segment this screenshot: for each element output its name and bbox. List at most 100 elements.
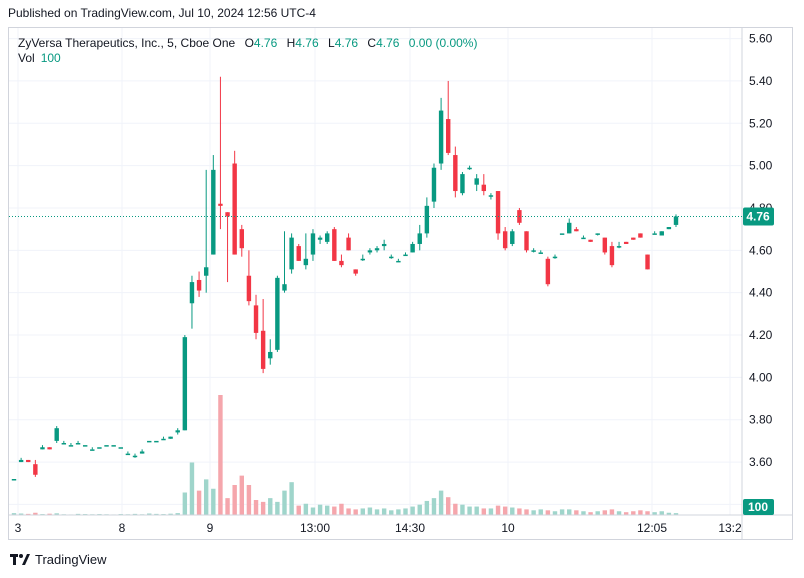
y-tick-label: 4.40	[749, 286, 773, 300]
last-volume-badge	[743, 499, 774, 515]
candle	[623, 241, 629, 244]
volume-bar	[203, 479, 209, 515]
volume-bar	[381, 508, 387, 515]
candle-body	[47, 447, 52, 450]
candle	[531, 248, 536, 253]
candle	[253, 294, 259, 340]
volume-bar	[403, 508, 408, 515]
candle-body	[339, 260, 344, 266]
volume-bar	[474, 506, 479, 515]
candle	[40, 445, 45, 450]
x-tick-label: 13:00	[300, 521, 330, 535]
x-tick-label: 13:2	[718, 521, 742, 535]
candle	[552, 254, 558, 259]
volume-bar	[510, 507, 515, 515]
candle-body	[310, 233, 316, 255]
candle	[595, 233, 600, 236]
candle	[268, 339, 273, 365]
candle	[310, 229, 316, 261]
candle	[396, 258, 401, 263]
volume-bar	[246, 485, 252, 515]
candle	[502, 227, 508, 251]
volume-bar	[552, 511, 558, 515]
candle-body	[360, 258, 366, 261]
candle-body	[374, 248, 380, 251]
volume-bar	[453, 503, 458, 515]
volume-bar	[211, 488, 216, 515]
volume-bar	[659, 511, 664, 515]
volume-bar	[481, 508, 487, 515]
candle-body	[524, 231, 529, 251]
volume-bar	[54, 513, 59, 515]
volume-bar	[410, 506, 415, 515]
candle	[90, 447, 95, 451]
volume-bar	[33, 512, 38, 515]
candle-body	[609, 246, 615, 266]
candle	[424, 197, 430, 238]
y-tick-label: 4.20	[749, 328, 773, 342]
candle-body	[638, 233, 643, 238]
candle	[33, 459, 38, 477]
candle-body	[26, 459, 31, 463]
candle-body	[417, 233, 422, 244]
volume-bar	[645, 511, 650, 515]
volume-bar	[360, 508, 366, 515]
y-tick-label: 5.60	[749, 32, 773, 46]
chart-frame	[8, 27, 793, 540]
candle	[47, 447, 52, 450]
candle-body	[595, 233, 600, 235]
candle	[389, 254, 394, 259]
candle-body	[588, 239, 593, 242]
volume-bar	[631, 511, 636, 515]
candle-body	[446, 119, 451, 153]
candle-body	[61, 443, 67, 445]
volume-bar	[417, 504, 422, 515]
candle	[175, 428, 180, 435]
candle	[602, 237, 608, 255]
candle-body	[18, 459, 24, 463]
volume-bar	[175, 513, 180, 515]
candle-body	[645, 254, 650, 270]
low-label: L	[328, 36, 335, 50]
tradingview-brand[interactable]: TradingView	[10, 552, 107, 567]
change-value: 0.00 (0.00%)	[408, 36, 478, 50]
candle	[609, 241, 615, 268]
volume-bar	[438, 490, 444, 515]
candle	[211, 155, 216, 255]
candle-body	[438, 110, 444, 164]
candle-body	[260, 330, 266, 369]
candle-body	[203, 267, 209, 276]
candle-body	[424, 205, 430, 234]
candle-body	[111, 445, 116, 447]
volume-bar	[182, 492, 188, 515]
volume-bar	[673, 513, 679, 515]
candle	[54, 426, 59, 444]
brand-name: TradingView	[35, 552, 107, 567]
volume-bar	[339, 503, 344, 515]
volume-bar	[317, 504, 323, 515]
candle	[339, 254, 344, 268]
volume-bar	[666, 512, 672, 515]
volume-bar	[132, 513, 138, 515]
candle-body	[147, 440, 152, 443]
candle	[218, 76, 223, 230]
candle-body	[225, 212, 230, 217]
candle	[225, 212, 230, 283]
x-tick-label: 3	[15, 521, 22, 535]
candle	[289, 233, 294, 274]
candle	[438, 97, 444, 170]
candle-body	[154, 440, 159, 443]
candle-body	[623, 241, 629, 244]
volume-bar	[609, 509, 615, 515]
candle	[154, 440, 159, 443]
candles	[11, 76, 679, 481]
close-label: C	[367, 36, 377, 50]
candle-body	[239, 229, 244, 249]
volume-legend: Vol 100	[18, 51, 61, 65]
volume-bar	[168, 513, 173, 515]
candle-body	[82, 445, 88, 447]
volume-bar	[460, 504, 465, 515]
candle-body	[168, 436, 173, 439]
candle-body	[303, 258, 309, 266]
